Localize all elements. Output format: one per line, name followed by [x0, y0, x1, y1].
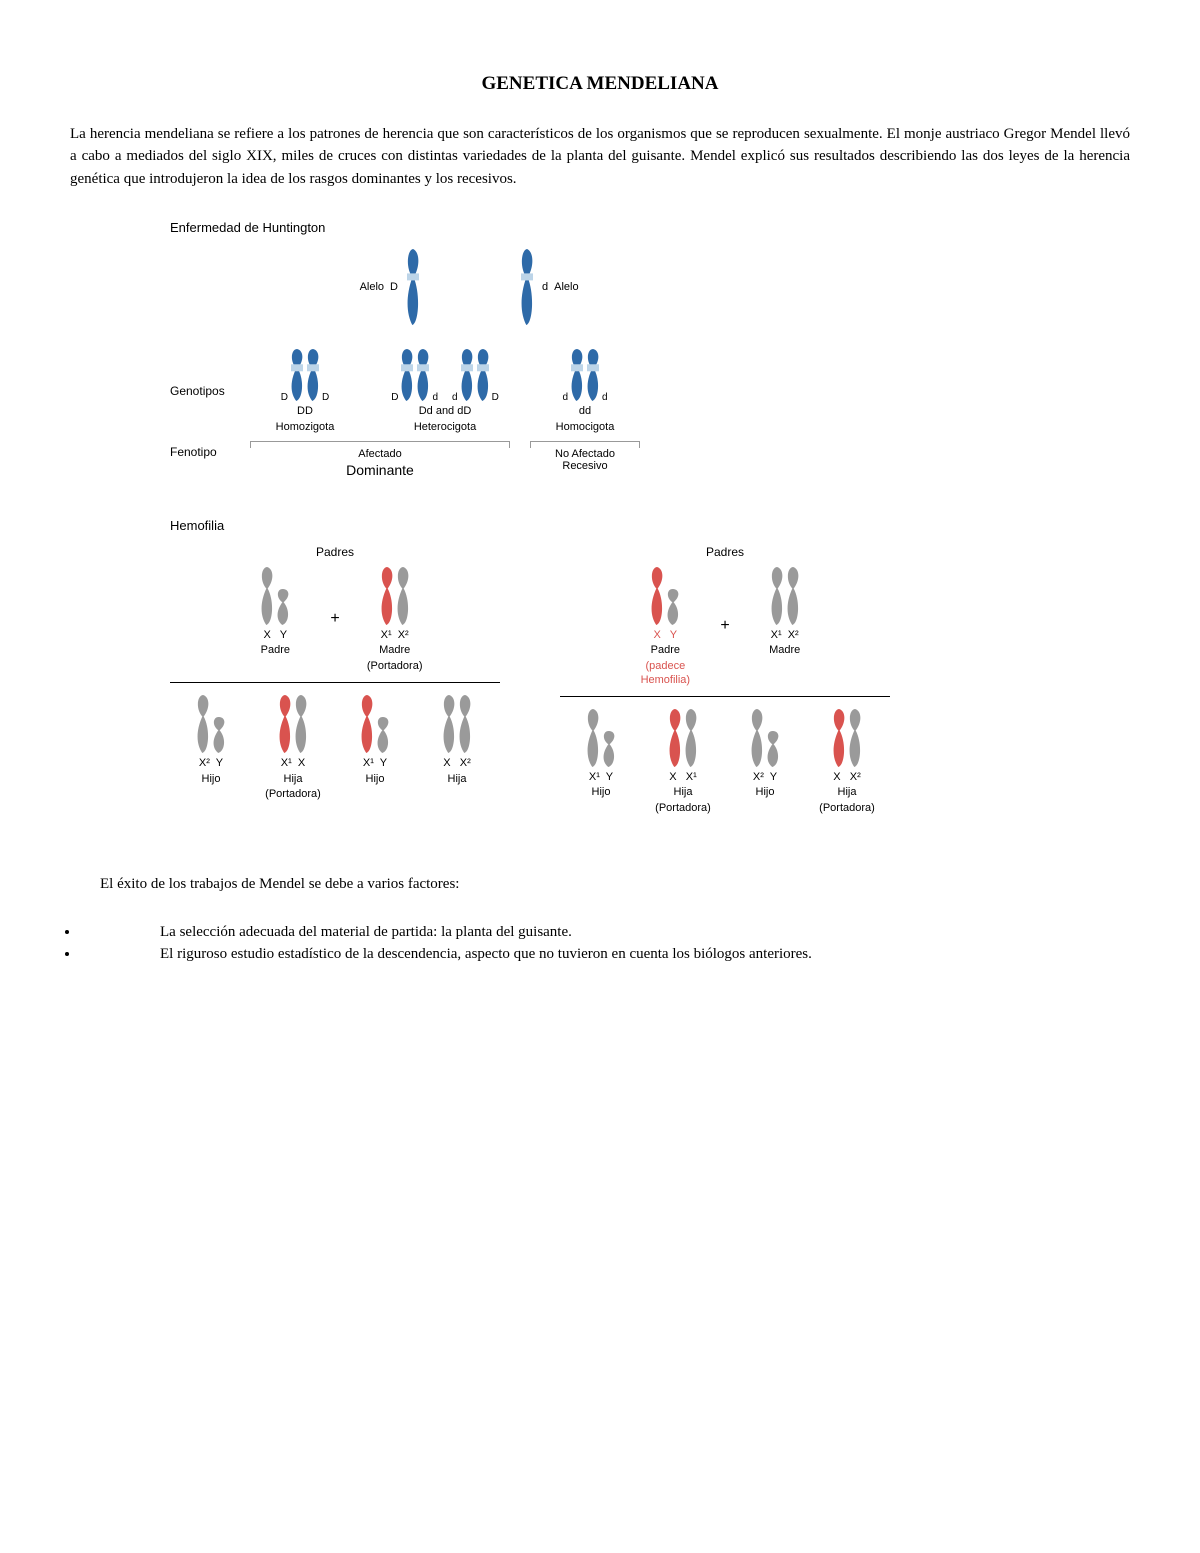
genotype-cell: D d d D Dd and dDHeterocigota: [360, 347, 530, 435]
person-cell: X² Y Hijo: [170, 693, 252, 802]
person-cell: X¹ X Hija (Portadora): [252, 693, 334, 802]
allele-left-label: Alelo: [360, 281, 384, 293]
list-item: El riguroso estudio estadístico de la de…: [80, 945, 1130, 963]
genotipos-label: Genotipos: [170, 384, 250, 398]
chromosome-icon: [406, 247, 420, 327]
page-title: GENETICA MENDELIANA: [70, 73, 1130, 95]
cross-2: Padres X Y Padre (padece Hemofilia) + X¹…: [560, 545, 890, 816]
padres-label-2: Padres: [560, 545, 890, 559]
list-item: La selección adecuada del material de pa…: [80, 923, 1130, 941]
allele-right-letter: d: [542, 281, 548, 293]
allele-right-label: Alelo: [554, 281, 578, 293]
person-cell: X¹ X² Madre (Portadora): [350, 565, 440, 674]
hemophilia-title: Hemofilia: [170, 518, 1130, 533]
plus-icon: +: [710, 617, 739, 635]
person-cell: X X¹ Hija (Portadora): [642, 707, 724, 816]
cross-1: Padres X Y Padre + X¹ X² Madre (Portador…: [170, 545, 500, 816]
padres-label-1: Padres: [170, 545, 500, 559]
person-cell: X Y Padre: [230, 565, 320, 659]
chromosome-icon: [520, 247, 534, 327]
person-cell: X Y Padre (padece Hemofilia): [620, 565, 710, 688]
bullet-list: La selección adecuada del material de pa…: [70, 923, 1130, 963]
plus-icon: +: [320, 610, 349, 628]
huntington-title: Enfermedad de Huntington: [170, 220, 1130, 235]
phenotype-afectado: Afectado: [250, 448, 510, 460]
intro-paragraph: La herencia mendeliana se refiere a los …: [70, 123, 1130, 191]
phenotype-dominante: Dominante: [250, 462, 510, 478]
person-cell: X¹ Y Hijo: [560, 707, 642, 816]
conclusion-intro: El éxito de los trabajos de Mendel se de…: [100, 876, 1130, 893]
person-cell: X X² Hija: [416, 693, 498, 802]
genotype-cell: D D DDHomozigota: [250, 347, 360, 435]
phenotype-noafectado: No Afectado: [530, 448, 640, 460]
allele-left-letter: D: [390, 281, 398, 293]
person-cell: X² Y Hijo: [724, 707, 806, 816]
fenotipo-label: Fenotipo: [170, 441, 250, 459]
phenotype-recesivo: Recesivo: [530, 460, 640, 472]
person-cell: X¹ Y Hijo: [334, 693, 416, 802]
person-cell: X X² Hija (Portadora): [806, 707, 888, 816]
genotype-cell: d d ddHomocigota: [530, 347, 640, 435]
huntington-diagram: Enfermedad de Huntington Alelo D d Alelo…: [170, 220, 1130, 478]
hemophilia-diagram: Hemofilia Padres X Y Padre + X¹ X² Madre…: [170, 518, 1130, 816]
person-cell: X¹ X² Madre: [740, 565, 830, 659]
